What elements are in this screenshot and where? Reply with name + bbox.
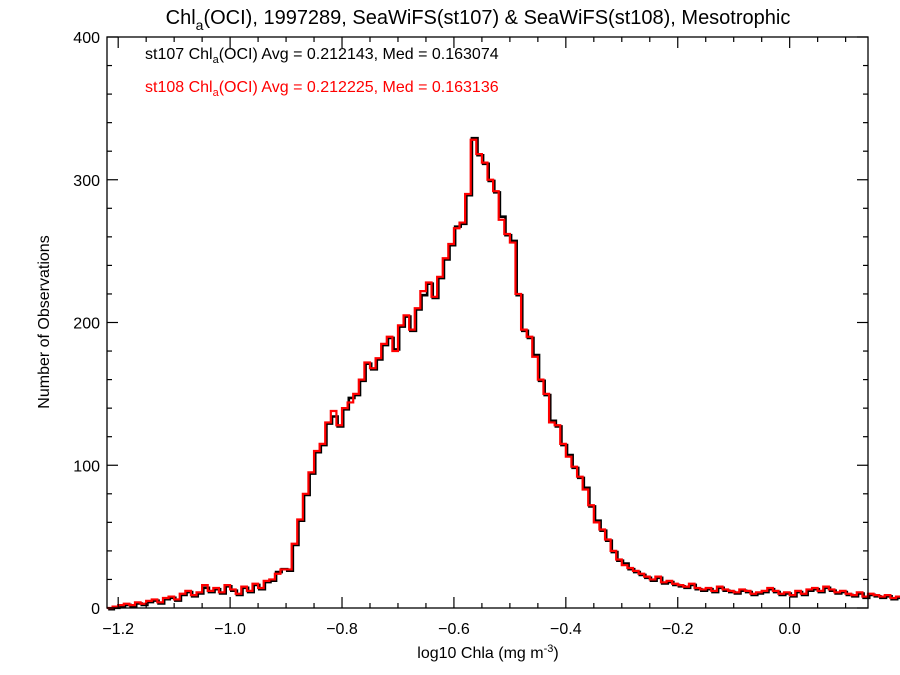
legend: st107 Chla(OCI) Avg = 0.212143, Med = 0.… xyxy=(145,46,499,99)
x-tick-label: −0.6 xyxy=(438,621,470,638)
ticks-layer: −1.2 −1.0 −0.8 −0.6 −0.4 −0.2 0.0 0 100 200 300 400 xyxy=(73,30,868,638)
series-st108-line xyxy=(107,138,900,610)
legend-entry-st107: st107 Chla(OCI) Avg = 0.212143, Med = 0.… xyxy=(145,46,499,66)
x-tick-label: −0.2 xyxy=(662,621,694,638)
series-st107-line xyxy=(108,136,900,611)
y-tick-label: 300 xyxy=(73,173,100,190)
x-axis-label: log10 Chla (mg m-3) xyxy=(417,643,558,662)
y-axis-label: Number of Observations xyxy=(36,235,53,408)
legend-entry-st108: st108 Chla(OCI) Avg = 0.212225, Med = 0.… xyxy=(145,79,499,99)
chart-title: Chla(OCI), 1997289, SeaWiFS(st107) & Sea… xyxy=(166,7,791,33)
y-tick-label: 200 xyxy=(73,316,100,333)
x-tick-label: −0.8 xyxy=(326,621,358,638)
plot-frame xyxy=(106,36,869,609)
y-tick-label: 400 xyxy=(73,30,100,47)
x-tick-label: −1.2 xyxy=(102,621,134,638)
series-layer xyxy=(107,136,900,611)
x-tick-label: −0.4 xyxy=(550,621,582,638)
x-tick-label: −1.0 xyxy=(214,621,246,638)
y-tick-label: 100 xyxy=(73,458,100,475)
y-tick-label: 0 xyxy=(91,601,100,618)
x-tick-label: 0.0 xyxy=(779,621,801,638)
